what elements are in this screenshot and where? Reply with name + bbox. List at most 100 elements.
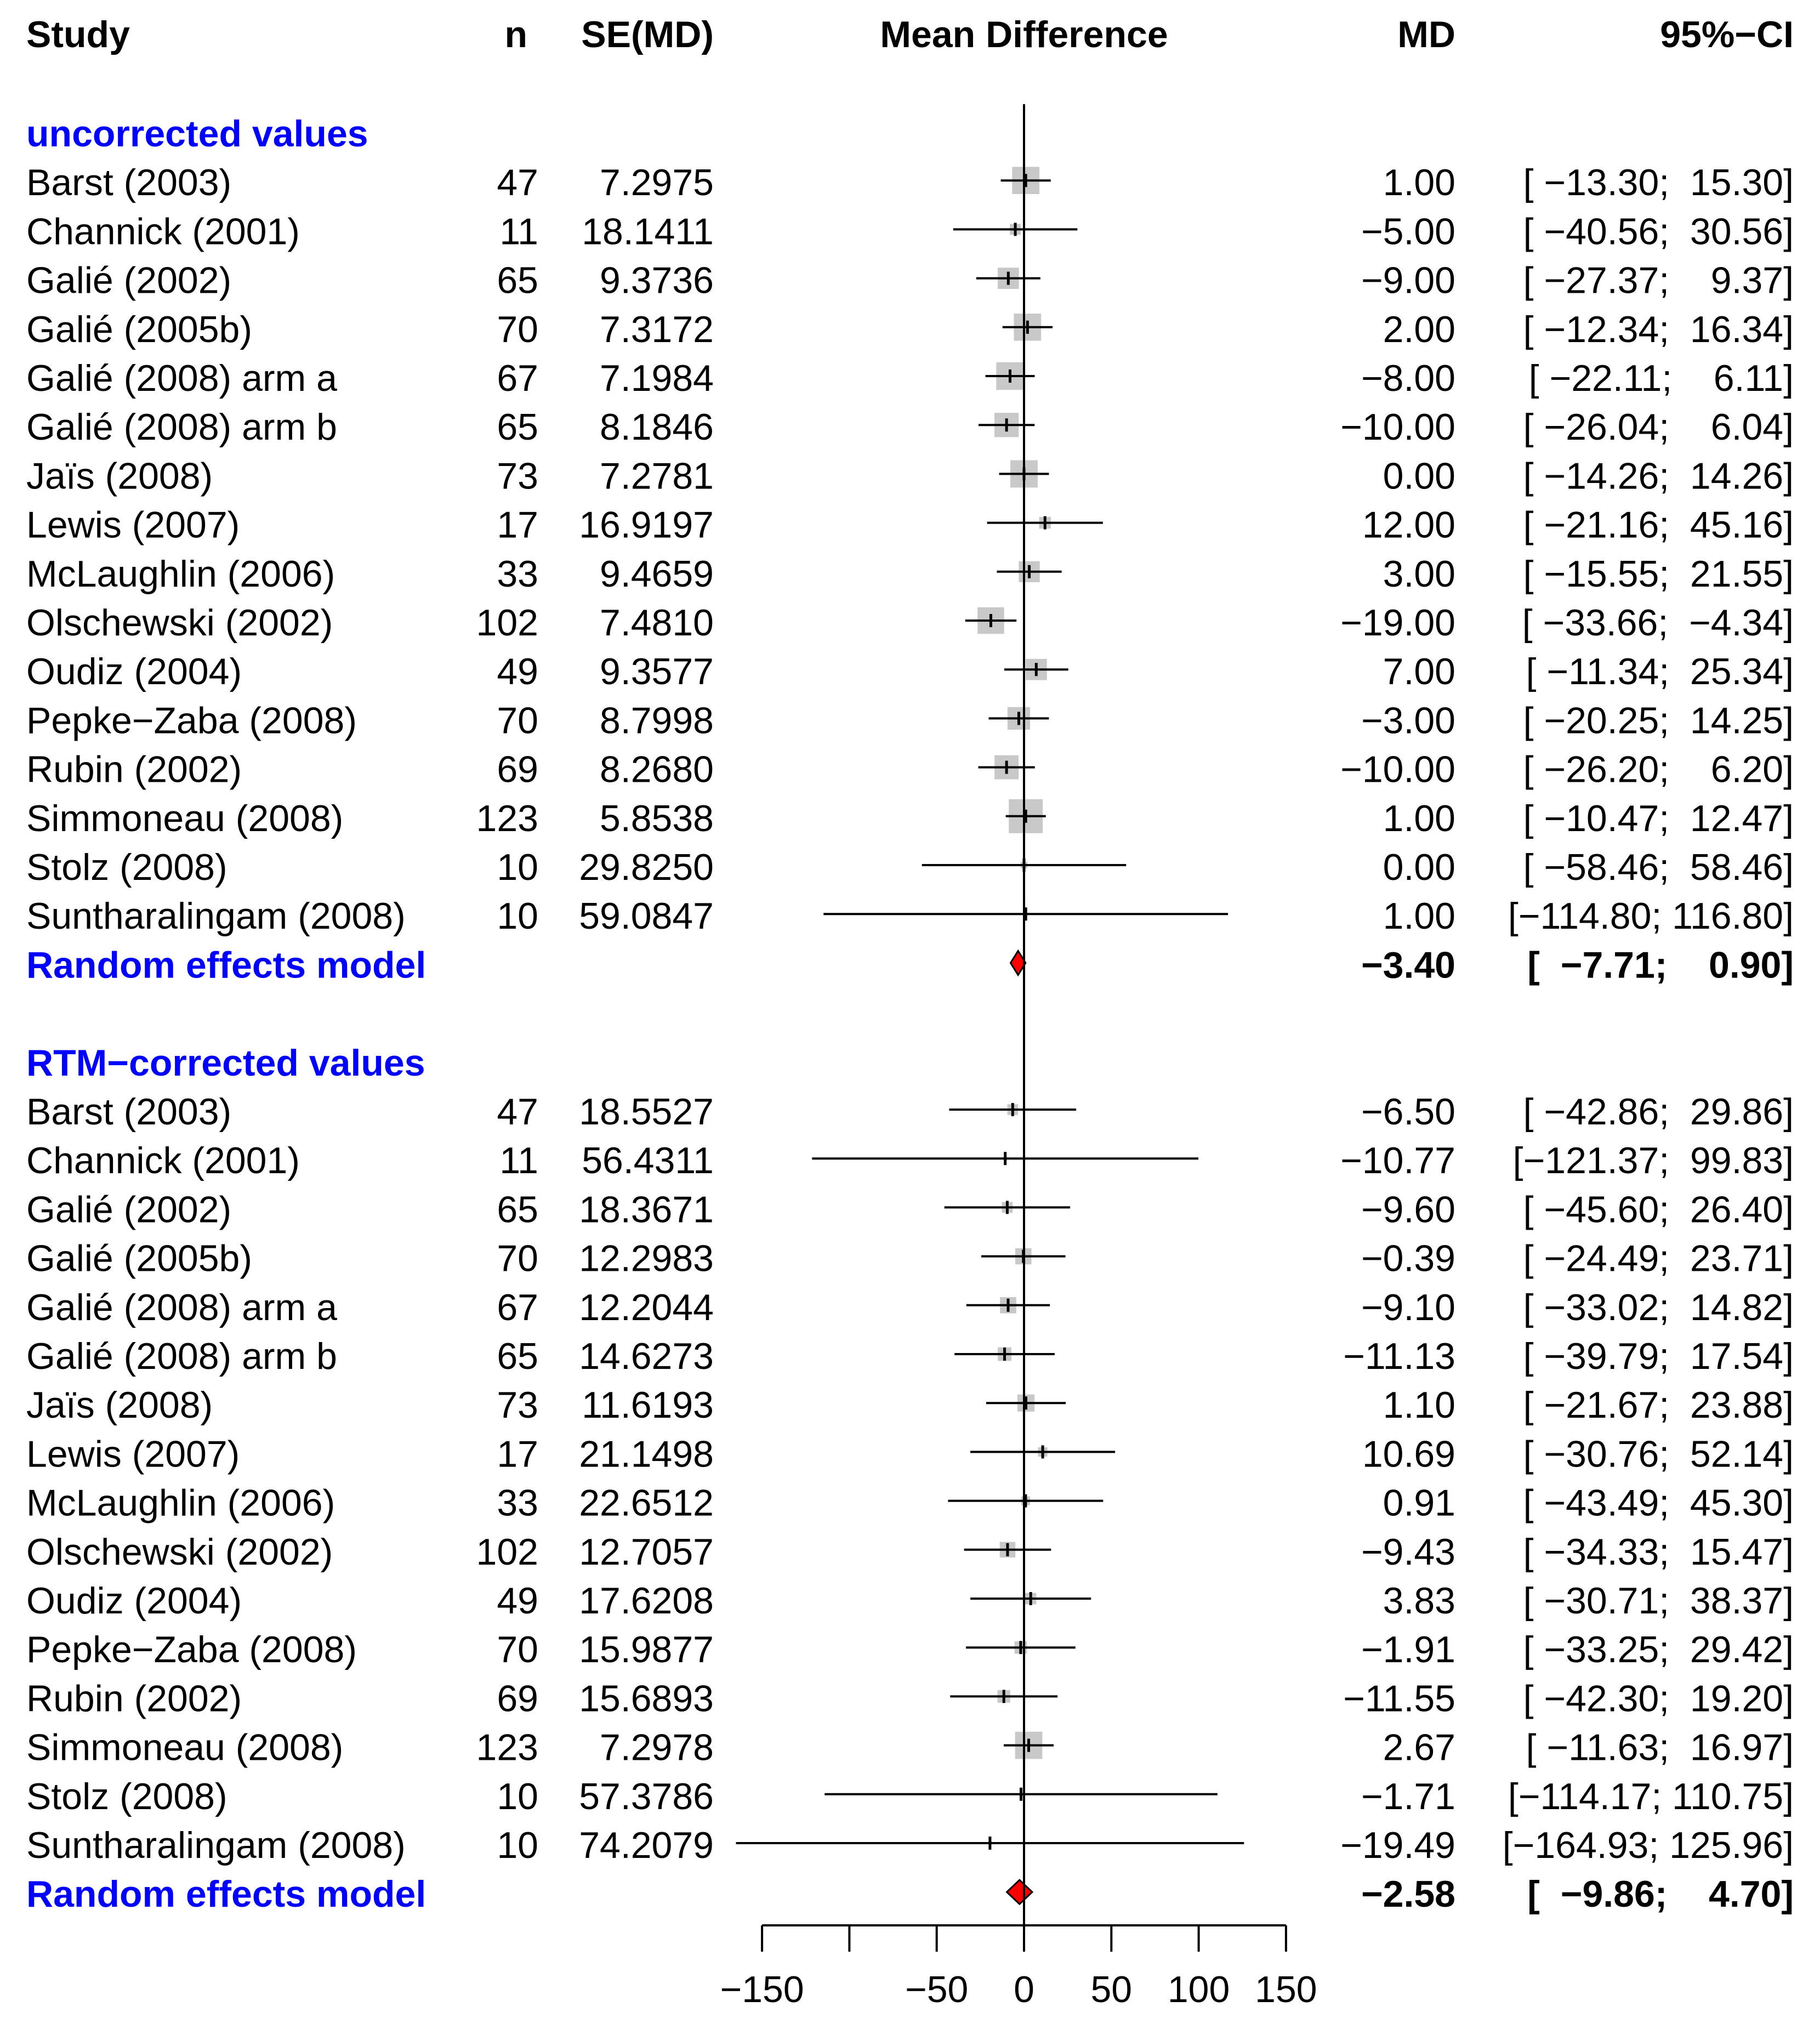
subgroup-label: RTM−corrected values: [26, 1042, 425, 1084]
study-md-value: −3.00: [1361, 700, 1455, 741]
study-se: 21.1498: [579, 1433, 714, 1475]
summary-diamond: [1005, 1879, 1034, 1906]
study-name: Oudiz (2004): [26, 651, 242, 692]
study-md-value: 10.69: [1362, 1433, 1455, 1475]
study-ci-value: [ −39.79; 17.54]: [1523, 1335, 1794, 1377]
study-name: Pepke−Zaba (2008): [26, 700, 357, 741]
study-se: 15.9877: [579, 1629, 714, 1670]
header-study: Study: [26, 14, 130, 55]
x-tick-label: 0: [1014, 1969, 1034, 2010]
study-se: 12.7057: [579, 1531, 714, 1573]
study-n: 10: [497, 846, 538, 888]
study-n: 10: [497, 1824, 538, 1866]
study-ci-value: [ −43.49; 45.30]: [1523, 1482, 1794, 1524]
study-se: 9.4659: [600, 553, 714, 595]
study-se: 29.8250: [579, 846, 714, 888]
study-n: 49: [497, 651, 538, 692]
x-tick-label: 150: [1255, 1969, 1317, 2010]
study-name: Simmoneau (2008): [26, 1727, 343, 1769]
study-se: 12.2983: [579, 1238, 714, 1280]
study-n: 11: [499, 211, 538, 252]
study-name: Olschewski (2002): [26, 1531, 333, 1573]
study-n: 69: [497, 749, 538, 791]
study-name: Channick (2001): [26, 211, 300, 252]
study-n: 70: [497, 1629, 538, 1670]
study-n: 123: [476, 798, 538, 839]
study-ci-value: [ −34.33; 15.47]: [1523, 1531, 1794, 1573]
study-se: 12.2044: [579, 1287, 714, 1328]
study-se: 15.6893: [579, 1678, 714, 1719]
header-mean-difference: Mean Difference: [880, 14, 1168, 55]
study-n: 33: [497, 1482, 538, 1524]
study-ci-value: [ −26.20; 6.20]: [1523, 749, 1794, 791]
study-n: 70: [497, 1238, 538, 1280]
x-tick-label: 100: [1168, 1969, 1230, 2010]
header-ci: 95%−CI: [1660, 14, 1794, 55]
study-se: 7.2978: [600, 1727, 714, 1769]
study-se: 7.2781: [600, 455, 714, 497]
study-ci-value: [ −40.56; 30.56]: [1523, 211, 1794, 252]
study-name: Oudiz (2004): [26, 1580, 242, 1622]
study-name: Channick (2001): [26, 1140, 300, 1181]
x-axis: −150 −50 0 50 100 150: [720, 1924, 1317, 2010]
study-n: 49: [497, 1580, 538, 1622]
study-name: Pepke−Zaba (2008): [26, 1629, 357, 1670]
study-ci-value: [ −58.46; 58.46]: [1523, 846, 1794, 888]
study-ci-value: [−114.80; 116.80]: [1508, 895, 1794, 937]
study-rows: uncorrected values Barst (2003) 47 7.2975 1.…: [26, 113, 1794, 1915]
study-ci-value: [ −33.02; 14.82]: [1523, 1287, 1794, 1328]
study-name: Rubin (2002): [26, 749, 242, 791]
study-se: 8.1846: [600, 406, 714, 448]
study-name: Suntharalingam (2008): [26, 895, 406, 937]
study-md-value: 1.10: [1383, 1384, 1455, 1426]
study-n: 10: [497, 895, 538, 937]
study-name: Rubin (2002): [26, 1678, 242, 1719]
study-md-value: −19.49: [1340, 1824, 1455, 1866]
header-md: MD: [1397, 14, 1455, 55]
study-md-value: −9.43: [1361, 1531, 1455, 1573]
summary-ci-value: [ −7.71; 0.90]: [1527, 944, 1794, 986]
x-tick-label: −150: [720, 1969, 804, 2010]
study-ci-value: [ −11.63; 16.97]: [1526, 1727, 1794, 1769]
study-n: 47: [497, 162, 538, 203]
study-name: Galié (2008) arm a: [26, 357, 337, 399]
plot-marks: [736, 104, 1244, 1925]
study-name: Lewis (2007): [26, 504, 240, 546]
study-md-value: 12.00: [1362, 504, 1455, 546]
study-md-value: −9.60: [1361, 1189, 1455, 1230]
study-n: 17: [497, 1433, 538, 1475]
summary-diamond: [1009, 949, 1027, 977]
study-se: 7.3172: [600, 309, 714, 350]
study-name: Galié (2005b): [26, 1238, 252, 1280]
study-md-value: −9.00: [1361, 260, 1455, 302]
study-se: 14.6273: [579, 1335, 714, 1377]
study-n: 11: [499, 1140, 538, 1181]
study-md-value: −6.50: [1361, 1091, 1455, 1133]
study-name: Barst (2003): [26, 162, 231, 203]
study-ci-value: [ −42.30; 19.20]: [1523, 1678, 1794, 1719]
header-row: Study n SE(MD) Mean Difference MD 95%−CI: [26, 14, 1794, 55]
study-se: 59.0847: [579, 895, 714, 937]
study-name: McLaughlin (2006): [26, 1482, 335, 1524]
study-md-value: −8.00: [1361, 357, 1455, 399]
study-ci-value: [−164.93; 125.96]: [1503, 1824, 1794, 1866]
study-name: Stolz (2008): [26, 1776, 228, 1817]
study-n: 65: [497, 260, 538, 302]
subgroup-label: uncorrected values: [26, 113, 368, 155]
study-md-value: 3.83: [1383, 1580, 1455, 1622]
study-md-value: −10.00: [1340, 749, 1455, 791]
study-se: 11.6193: [582, 1384, 714, 1426]
study-name: Galié (2008) arm b: [26, 1335, 337, 1377]
study-name: Galié (2002): [26, 260, 231, 302]
study-ci-value: [−114.17; 110.75]: [1508, 1776, 1794, 1817]
study-se: 8.7998: [600, 700, 714, 741]
study-n: 102: [476, 602, 538, 644]
study-ci-value: [ −42.86; 29.86]: [1523, 1091, 1794, 1133]
study-n: 102: [476, 1531, 538, 1573]
study-se: 18.5527: [579, 1091, 714, 1133]
study-name: Jaïs (2008): [26, 1384, 213, 1426]
study-n: 67: [497, 357, 538, 399]
summary-label: Random effects model: [26, 1873, 426, 1915]
study-md-value: 3.00: [1383, 553, 1455, 595]
